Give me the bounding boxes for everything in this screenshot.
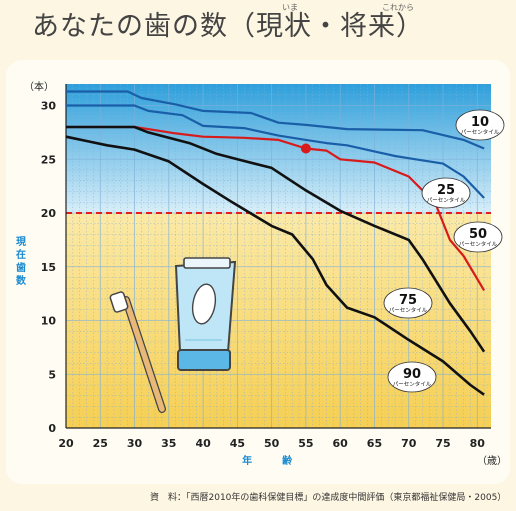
series-line-p10 [66, 90, 485, 150]
x-tick-label: 40 [195, 437, 211, 450]
y-tick-label: 10 [41, 315, 57, 328]
x-tick-label: 45 [230, 437, 245, 450]
series-line-p75 [66, 125, 486, 353]
series-line-p90 [65, 135, 485, 396]
x-unit-label: （歳） [477, 455, 507, 467]
y-tick-label: 5 [48, 368, 56, 381]
x-tick-label: 60 [333, 437, 349, 450]
label-oval [383, 287, 433, 319]
label-number: 50 [469, 227, 487, 242]
x-tick-label: 65 [367, 437, 382, 450]
x-tick-label: 20 [58, 437, 74, 450]
label-number: 10 [471, 115, 489, 130]
y-tick-label: 25 [41, 153, 56, 166]
marker-dot [300, 143, 311, 154]
x-tick-label: 70 [401, 437, 417, 450]
label-number: 75 [399, 293, 417, 308]
x-tick-label: 50 [264, 437, 280, 450]
label-oval [387, 361, 437, 393]
label-oval [421, 177, 471, 209]
y-tick-label: 15 [41, 261, 56, 274]
series-line-p25 [66, 104, 485, 199]
label-oval [453, 221, 503, 253]
label-sub: パーセンタイル [461, 128, 500, 136]
toothbrush-icon [109, 291, 166, 413]
source-note: 資 料：「西暦2010年の歯科保健目標」の達成度中間評価（東京都福祉保健局・20… [150, 493, 507, 503]
y-tick-label: 30 [41, 100, 57, 113]
y-unit-label: （本） [24, 80, 54, 93]
ruby-shorai: これから [382, 3, 414, 12]
label-sub: パーセンタイル [459, 240, 498, 248]
label-sub: パーセンタイル [389, 306, 428, 314]
x-tick-label: 55 [298, 437, 313, 450]
x-tick-label: 25 [93, 437, 108, 450]
page-title: あなたの歯の数（現状・将来） [32, 11, 424, 42]
x-tick-label: 80 [470, 437, 486, 450]
x-axis-label: 年 齢 [242, 454, 293, 467]
y-tick-label: 20 [41, 207, 57, 220]
label-number: 90 [403, 367, 421, 382]
x-tick-label: 35 [161, 437, 176, 450]
y-tick-label: 0 [48, 422, 56, 435]
x-tick-label: 30 [127, 437, 143, 450]
label-sub: パーセンタイル [393, 380, 432, 388]
toothpaste-icon [174, 257, 237, 371]
y-axis-label: 現在歯数 [16, 236, 27, 287]
series-line-p50 [66, 125, 486, 291]
label-sub: パーセンタイル [427, 196, 466, 204]
label-number: 25 [437, 183, 455, 198]
label-oval [455, 109, 505, 141]
ruby-genjo: いま [282, 3, 298, 12]
x-tick-label: 75 [435, 437, 450, 450]
